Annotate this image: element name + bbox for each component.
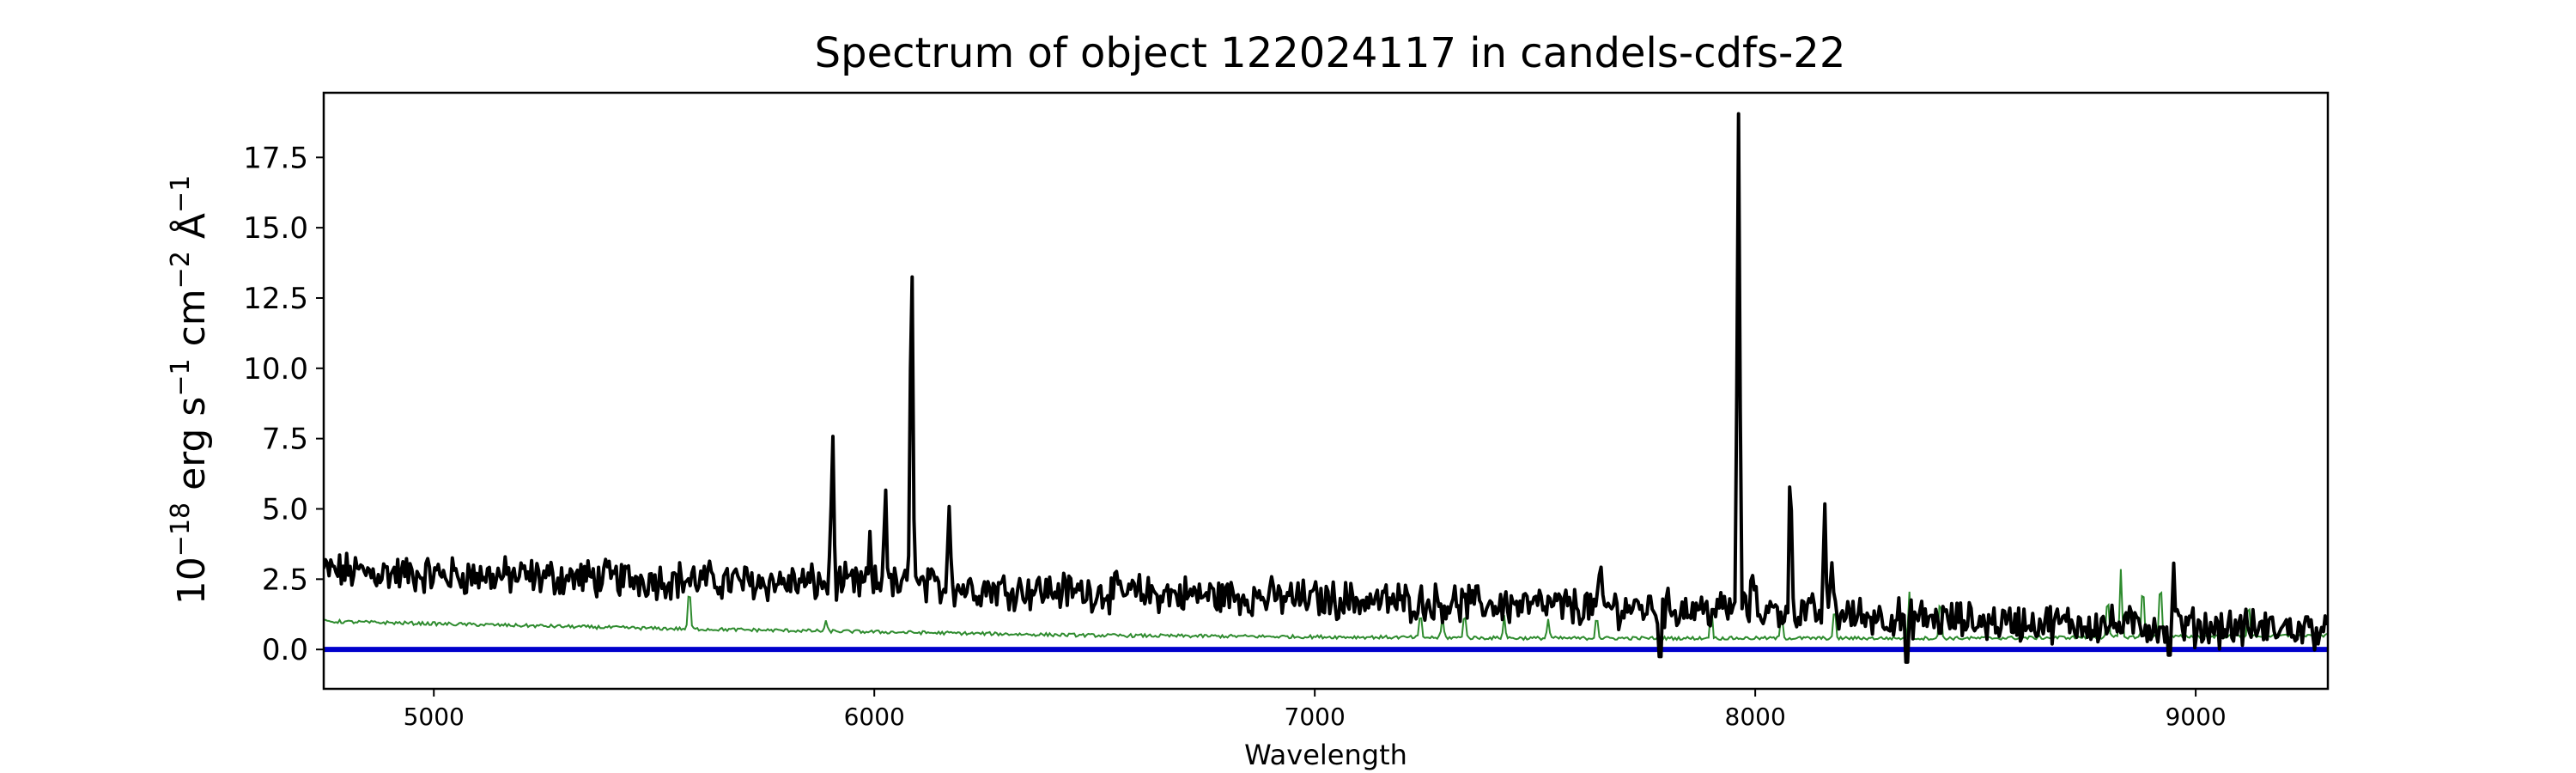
y-label-exp: −18 [166, 502, 196, 557]
y-label-angstrom: Å [168, 213, 214, 251]
y-label-base: 10 [170, 557, 214, 605]
y-label-cm: cm [170, 289, 214, 358]
error-spectrum-line [324, 569, 2328, 642]
y-tick-label: 0.0 [262, 633, 308, 667]
chart-title: Spectrum of object 122024117 in candels-… [815, 29, 1846, 77]
plot-frame [322, 91, 2330, 691]
y-tick-label: 5.0 [262, 492, 308, 526]
y-tick-label: 17.5 [243, 141, 308, 175]
x-tick-label: 5000 [404, 703, 465, 731]
y-tick-label: 15.0 [243, 211, 308, 246]
y-label-exp-cm: −2 [166, 251, 196, 289]
y-tick-label: 10.0 [243, 352, 308, 386]
y-tick-label: 7.5 [262, 423, 308, 457]
x-tick-label: 8000 [1725, 703, 1786, 731]
y-tick-label: 2.5 [262, 563, 308, 597]
x-tick-label: 6000 [844, 703, 905, 731]
y-tick-label: 12.5 [243, 282, 308, 316]
flux-spectrum-line [324, 112, 2328, 664]
x-axis: 5000 6000 7000 8000 9000 [404, 689, 2227, 731]
x-tick-label: 7000 [1285, 703, 1346, 731]
y-label-erg: erg s [170, 397, 214, 502]
x-axis-label: Wavelength [1244, 739, 1407, 771]
y-label-exp-a: −1 [166, 175, 196, 213]
y-axis-label: 10−18 erg s−1 cm−2 Å−1 [166, 175, 214, 605]
y-axis: 0.0 2.5 5.0 7.5 10.0 12.5 15.0 17.5 [243, 141, 324, 667]
y-label-exp-s: −1 [166, 358, 196, 396]
x-tick-label: 9000 [2165, 703, 2226, 731]
